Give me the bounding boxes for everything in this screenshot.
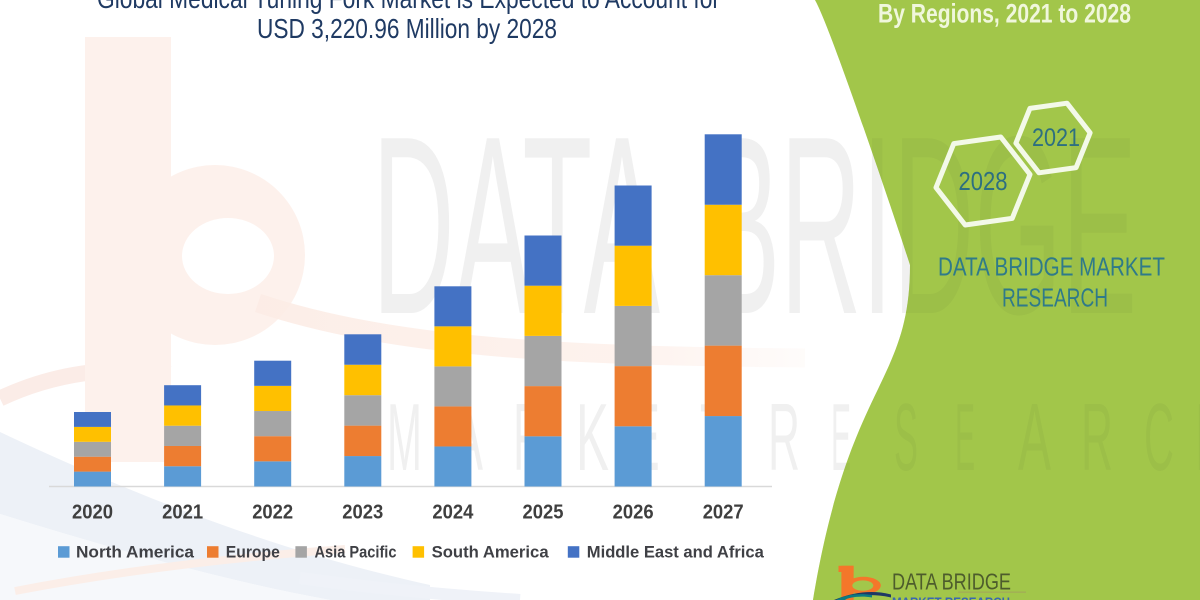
svg-text:By Regions, 2021 to 2028: By Regions, 2021 to 2028	[878, 0, 1131, 29]
svg-text:2021: 2021	[1032, 124, 1080, 152]
svg-text:DATA BRIDGE: DATA BRIDGE	[892, 569, 1011, 595]
svg-text:RESEARCH: RESEARCH	[1002, 285, 1108, 313]
svg-text:E: E	[955, 384, 975, 491]
svg-text:2024: 2024	[432, 502, 474, 524]
svg-text:DATA: DATA	[372, 83, 660, 367]
svg-text:K: K	[576, 384, 609, 491]
svg-text:H: H	[1195, 384, 1200, 491]
svg-text:Europe: Europe	[226, 543, 280, 562]
svg-text:Middle East and Africa: Middle East and Africa	[587, 543, 765, 562]
svg-text:2028: 2028	[959, 166, 1008, 196]
svg-text:2021: 2021	[162, 502, 203, 524]
svg-text:E: E	[831, 384, 851, 491]
svg-text:C: C	[1144, 384, 1174, 491]
svg-text:2026: 2026	[613, 502, 654, 524]
svg-text:South America: South America	[432, 543, 550, 562]
svg-text:2023: 2023	[342, 502, 383, 524]
svg-text:M: M	[387, 384, 422, 491]
svg-text:MARKET RESEARCH: MARKET RESEARCH	[892, 595, 1010, 600]
svg-text:2027: 2027	[703, 502, 744, 524]
svg-text:R: R	[768, 384, 800, 491]
svg-text:2020: 2020	[72, 502, 113, 524]
svg-text:North America: North America	[76, 543, 195, 562]
svg-text:BRIDGE: BRIDGE	[705, 83, 1137, 367]
svg-text:S: S	[894, 384, 918, 491]
svg-text:2025: 2025	[523, 502, 564, 524]
svg-text:R: R	[1081, 384, 1113, 491]
svg-text:Global Medical Tuning Fork Mar: Global Medical Tuning Fork Market is Exp…	[97, 0, 720, 14]
svg-text:2022: 2022	[252, 502, 293, 524]
svg-text:USD 3,220.96 Million by 2028: USD 3,220.96 Million by 2028	[257, 13, 557, 44]
svg-text:DATA BRIDGE MARKET: DATA BRIDGE MARKET	[938, 254, 1165, 282]
svg-text:Asia Pacific: Asia Pacific	[315, 543, 397, 562]
svg-text:A: A	[1018, 384, 1051, 491]
